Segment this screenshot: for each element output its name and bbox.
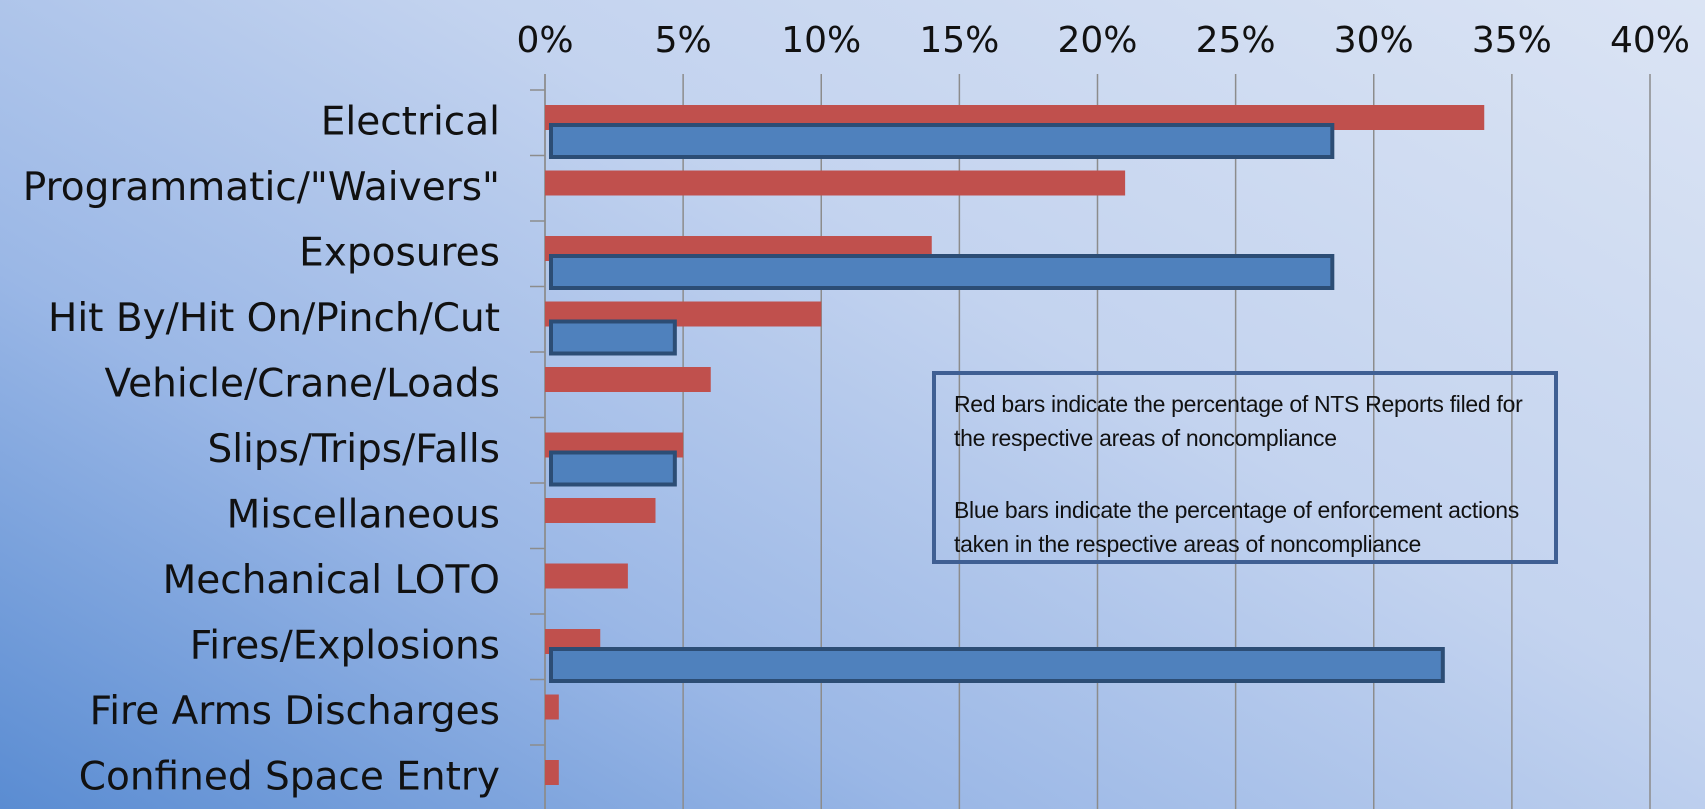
bar-blue [549, 254, 1335, 290]
category-axis [530, 74, 546, 809]
category-label: Miscellaneous [227, 493, 500, 538]
category-label: Hit By/Hit On/Pinch/Cut [48, 296, 500, 341]
legend-annotation-box: Red bars indicate the percentage of NTS … [932, 371, 1558, 564]
x-tick-label: 5% [655, 20, 712, 61]
x-tick-label: 10% [781, 20, 861, 61]
x-tick-label: 0% [516, 20, 573, 61]
bar-red [545, 498, 656, 523]
x-tick-label: 40% [1610, 20, 1690, 61]
bars [545, 105, 1485, 785]
bar-red [545, 563, 628, 589]
category-label: Fire Arms Discharges [90, 689, 500, 734]
bar-red [545, 694, 559, 720]
bar-red [545, 367, 711, 392]
category-label: Programmatic/"Waivers" [23, 165, 500, 210]
x-tick-label: 35% [1472, 20, 1552, 61]
bar-red [545, 760, 559, 785]
gridlines [544, 74, 1651, 809]
category-labels: Electrical Programmatic/"Waivers" Exposure… [23, 100, 500, 800]
category-label: Electrical [321, 100, 500, 145]
bar-red [545, 170, 1126, 196]
category-label: Slips/Trips/Falls [207, 427, 500, 472]
category-label: Exposures [299, 231, 500, 276]
x-tick-labels: 0% 5% 10% 15% 20% 25% 30% 35% 40% [516, 20, 1690, 61]
bar-blue [549, 319, 677, 356]
bar-blue [549, 647, 1445, 683]
x-tick-label: 25% [1196, 20, 1276, 61]
annotation-blue-note: Blue bars indicate the percentage of enf… [954, 497, 1519, 557]
category-label: Mechanical LOTO [163, 558, 500, 603]
x-tick-label: 30% [1334, 20, 1414, 61]
x-tick-label: 15% [919, 20, 999, 61]
category-label: Confined Space Entry [79, 755, 500, 800]
annotation-red-note: Red bars indicate the percentage of NTS … [954, 391, 1523, 451]
bar-blue [549, 450, 677, 487]
x-tick-label: 20% [1057, 20, 1137, 61]
category-label: Fires/Explosions [190, 624, 500, 669]
category-label: Vehicle/Crane/Loads [104, 362, 500, 407]
bar-blue [549, 123, 1335, 159]
